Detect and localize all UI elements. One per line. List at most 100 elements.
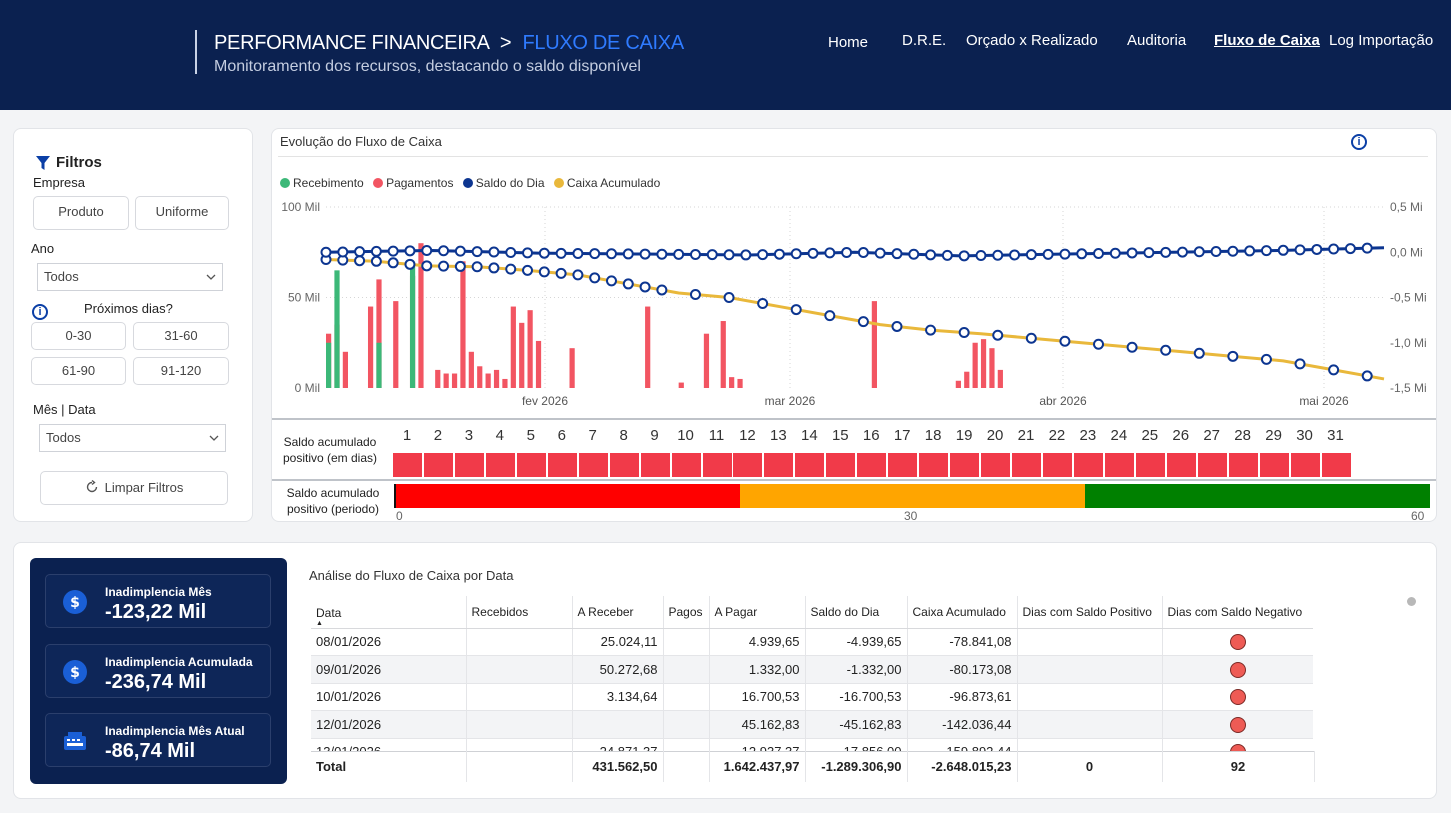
marker-saldo-dia	[370, 245, 382, 257]
legend-item-saldo-dia[interactable]: Saldo do Dia	[462, 176, 545, 190]
table-cell	[1162, 628, 1313, 656]
day-box[interactable]	[826, 453, 856, 477]
empresa-uniforme-button[interactable]: Uniforme	[135, 196, 229, 230]
legend-item-recebimento[interactable]: Recebimento	[280, 176, 364, 190]
table-row[interactable]: 10/01/2026 3.134,64 16.700,53 -16.700,53 -96…	[311, 683, 1313, 711]
sort-asc-icon[interactable]: ▲	[316, 619, 323, 627]
table-row[interactable]: 12/01/2026 45.162,83 -45.162,83 -142.036,44	[311, 710, 1313, 739]
nav-home[interactable]: Home	[828, 34, 869, 51]
day-box[interactable]	[640, 453, 670, 477]
ano-select[interactable]: Todos	[37, 263, 223, 291]
info-icon[interactable]: i	[32, 304, 48, 320]
table-header-cell[interactable]: Dias com Saldo Positivo	[1017, 596, 1163, 629]
day-box[interactable]	[1042, 453, 1072, 477]
proximos-61-90-button[interactable]: 61-90	[31, 357, 126, 385]
proximos-91-120-button[interactable]: 91-120	[133, 357, 229, 385]
day-box[interactable]	[393, 453, 422, 477]
breadcrumb-root[interactable]: PERFORMANCE FINANCEIRA	[214, 32, 489, 54]
marker-saldo-dia	[1143, 247, 1155, 259]
table-header-cell[interactable]: A Pagar	[709, 596, 806, 629]
day-box[interactable]	[981, 453, 1011, 477]
day-box[interactable]	[857, 453, 887, 477]
marker-saldo-dia	[438, 245, 450, 257]
nav-log-importacao[interactable]: Log Importação	[1329, 32, 1434, 49]
scroll-indicator[interactable]	[1407, 597, 1416, 606]
day-box[interactable]	[423, 453, 453, 477]
day-box[interactable]	[795, 453, 825, 477]
proximos-0-30-button[interactable]: 0-30	[31, 322, 126, 350]
table-header-cell[interactable]: Dias com Saldo Negativo	[1162, 596, 1313, 629]
proximos-31-60-button[interactable]: 31-60	[133, 322, 229, 350]
day-box[interactable]	[1197, 453, 1227, 477]
marker-saldo-dia	[404, 245, 416, 257]
day-box[interactable]	[609, 453, 639, 477]
day-box[interactable]	[764, 453, 794, 477]
day-box[interactable]	[454, 453, 484, 477]
nav-dre[interactable]: D.R.E.	[902, 32, 947, 49]
cashflow-table: Data ▲ Recebidos A Receber Pagos A Pagar Saldo…	[311, 596, 1313, 751]
nav-auditoria[interactable]: Auditoria	[1127, 32, 1187, 49]
marker-caixa-acumulado	[1260, 353, 1272, 365]
clear-filters-button[interactable]: Limpar Filtros	[40, 471, 228, 505]
day-box[interactable]	[1135, 453, 1165, 477]
table-header-cell[interactable]: Recebidos	[466, 596, 573, 629]
table-cell: 16.700,53	[709, 683, 806, 711]
day-box[interactable]	[1166, 453, 1196, 477]
marker-caixa-acumulado	[1059, 335, 1071, 347]
marker-saldo-dia	[1042, 248, 1054, 260]
marker-caixa-acumulado	[538, 266, 550, 278]
day-box[interactable]	[516, 453, 546, 477]
table-row[interactable]: 13/01/2026 24.871,37 12.937,37-17.856,00-1…	[311, 738, 1313, 751]
mes-data-select[interactable]: Todos	[39, 424, 226, 452]
table-header-cell[interactable]: Data ▲	[311, 596, 467, 629]
day-box[interactable]	[702, 453, 732, 477]
chart-info-icon[interactable]: i	[1351, 134, 1367, 150]
nav-fluxo-caixa[interactable]: Fluxo de Caixa	[1214, 32, 1320, 49]
marker-saldo-dia	[1076, 248, 1088, 260]
day-box[interactable]	[919, 453, 949, 477]
table-row[interactable]: 08/01/2026 25.024,11 4.939,65 -4.939,65 -78.…	[311, 628, 1313, 656]
marker-saldo-dia	[454, 245, 466, 257]
empresa-produto-button[interactable]: Produto	[33, 196, 129, 230]
marker-saldo-dia	[1244, 245, 1256, 257]
table-row[interactable]: 09/01/2026 50.272,68 1.332,00 -1.332,00 -80.…	[311, 655, 1313, 684]
table-header-cell[interactable]: Pagos	[663, 596, 710, 629]
day-box[interactable]	[1073, 453, 1103, 477]
day-number: 14	[801, 427, 818, 444]
day-box[interactable]	[547, 453, 577, 477]
table-scroll-area[interactable]: Data ▲ Recebidos A Receber Pagos A Pagar Saldo…	[311, 596, 1313, 751]
table-header-cell[interactable]: A Receber	[572, 596, 664, 629]
marker-caixa-acumulado	[622, 278, 634, 290]
y-right-tick-label: -0,5 Mi	[1390, 291, 1427, 305]
table-cell: 1.332,00	[709, 655, 806, 684]
chart-title-divider	[278, 156, 1428, 157]
day-box[interactable]	[733, 453, 763, 477]
nav-orcado-realizado[interactable]: Orçado x Realizado	[966, 32, 1098, 49]
bar-pagamentos	[678, 382, 684, 388]
bar-pagamentos	[485, 373, 491, 388]
day-box[interactable]	[1104, 453, 1134, 477]
day-box[interactable]	[1321, 453, 1351, 477]
day-box[interactable]	[1290, 453, 1320, 477]
day-box[interactable]	[1012, 453, 1041, 477]
day-box[interactable]	[578, 453, 608, 477]
strip-divider-top	[272, 418, 1436, 420]
day-box[interactable]	[1228, 453, 1258, 477]
legend-item-pagamentos[interactable]: Pagamentos	[373, 176, 453, 190]
day-box[interactable]	[671, 453, 701, 477]
x-tick-label: abr 2026	[1039, 394, 1087, 408]
day-box[interactable]	[1259, 453, 1289, 477]
table-cell	[572, 710, 664, 739]
marker-saldo-dia	[1294, 244, 1306, 256]
bar-pagamentos	[468, 351, 474, 388]
table-header-cell[interactable]: Caixa Acumulado	[907, 596, 1018, 629]
day-box[interactable]	[485, 453, 515, 477]
legend-item-caixa-acumulado[interactable]: Caixa Acumulado	[553, 176, 660, 190]
day-box[interactable]	[950, 453, 980, 477]
gauge-segment-red	[396, 484, 740, 508]
day-box[interactable]	[888, 453, 918, 477]
total-cell: -1.289.306,90	[805, 751, 908, 782]
bar-pagamentos	[519, 322, 525, 388]
table-header-cell[interactable]: Saldo do Dia	[805, 596, 908, 629]
cashflow-chart[interactable]: 100 Mil 50 Mil 0 Mil 0,5 Mi 0,0 Mi -0,5 Mi -1,…	[272, 129, 1438, 419]
